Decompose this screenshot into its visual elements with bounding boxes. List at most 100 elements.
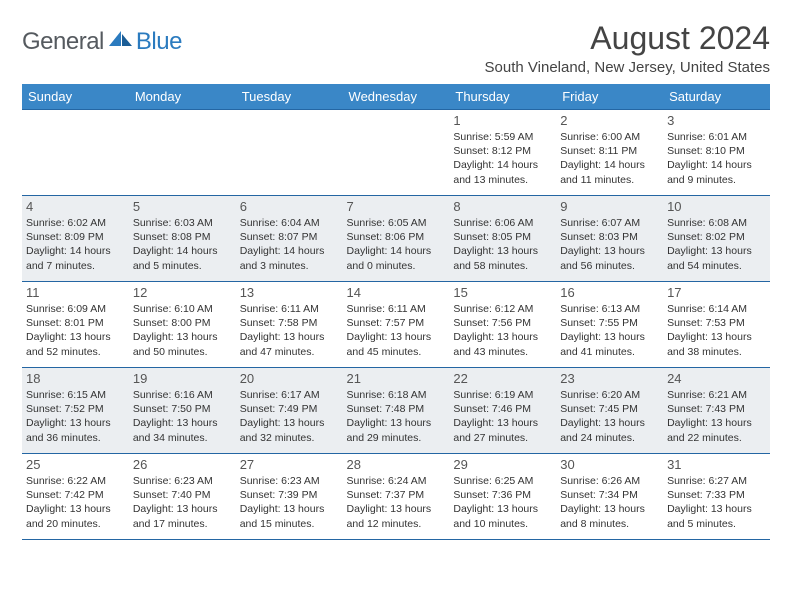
location-text: South Vineland, New Jersey, United State… [485,59,770,76]
day-number: 11 [26,285,125,300]
day-number: 15 [453,285,552,300]
calendar-day-cell: 6 Sunrise: 6:04 AMSunset: 8:07 PMDaylight… [236,196,343,282]
calendar-day-cell: 4 Sunrise: 6:02 AMSunset: 8:09 PMDaylight… [22,196,129,282]
brand-text-general: General [22,28,104,56]
day-info: Sunrise: 6:15 AMSunset: 7:52 PMDaylight:… [26,388,125,445]
day-number: 1 [453,113,552,128]
day-info: Sunrise: 6:16 AMSunset: 7:50 PMDaylight:… [133,388,232,445]
day-info: Sunrise: 6:10 AMSunset: 8:00 PMDaylight:… [133,302,232,359]
calendar-day-cell: 8 Sunrise: 6:06 AMSunset: 8:05 PMDaylight… [449,196,556,282]
day-number: 21 [347,371,446,386]
title-block: August 2024 South Vineland, New Jersey, … [485,20,770,76]
calendar-day-cell: 27Sunrise: 6:23 AMSunset: 7:39 PMDayligh… [236,454,343,540]
header: General Blue August 2024 South Vineland,… [22,20,770,76]
day-number: 2 [560,113,659,128]
day-number: 17 [667,285,766,300]
calendar-day-cell [22,110,129,196]
calendar-day-cell: 18 Sunrise: 6:15 AMSunset: 7:52 PMDayligh… [22,368,129,454]
day-number: 9 [560,199,659,214]
calendar-day-cell: 12 Sunrise: 6:10 AMSunset: 8:00 PMDayligh… [129,282,236,368]
day-info: Sunrise: 6:26 AMSunset: 7:34 PMDaylight:… [560,474,659,531]
day-info: Sunrise: 6:24 AMSunset: 7:37 PMDaylight:… [347,474,446,531]
day-number: 25 [26,457,125,472]
day-number: 28 [347,457,446,472]
calendar-week-row: 18 Sunrise: 6:15 AMSunset: 7:52 PMDayligh… [22,368,770,454]
calendar-day-cell [343,110,450,196]
day-info: Sunrise: 6:25 AMSunset: 7:36 PMDaylight:… [453,474,552,531]
calendar-day-cell [236,110,343,196]
calendar-day-cell: 1 Sunrise: 5:59 AMSunset: 8:12 PMDaylight… [449,110,556,196]
brand-sail-icon [108,29,134,49]
day-number: 24 [667,371,766,386]
calendar-header-row: SundayMondayTuesdayWednesdayThursdayFrid… [22,84,770,110]
calendar-day-cell: 21 Sunrise: 6:18 AMSunset: 7:48 PMDayligh… [343,368,450,454]
day-number: 12 [133,285,232,300]
day-header: Tuesday [236,84,343,110]
calendar-day-cell: 11Sunrise: 6:09 AMSunset: 8:01 PMDayligh… [22,282,129,368]
calendar-day-cell: 28 Sunrise: 6:24 AMSunset: 7:37 PMDayligh… [343,454,450,540]
day-info: Sunrise: 6:02 AMSunset: 8:09 PMDaylight:… [26,216,125,273]
day-info: Sunrise: 6:14 AMSunset: 7:53 PMDaylight:… [667,302,766,359]
day-number: 10 [667,199,766,214]
day-info: Sunrise: 6:04 AMSunset: 8:07 PMDaylight:… [240,216,339,273]
day-info: Sunrise: 6:20 AMSunset: 7:45 PMDaylight:… [560,388,659,445]
brand-logo: General Blue [22,20,182,56]
day-header: Saturday [663,84,770,110]
day-header: Friday [556,84,663,110]
day-header: Thursday [449,84,556,110]
calendar-day-cell: 14 Sunrise: 6:11 AMSunset: 7:57 PMDayligh… [343,282,450,368]
day-header: Sunday [22,84,129,110]
day-number: 20 [240,371,339,386]
day-info: Sunrise: 6:12 AMSunset: 7:56 PMDaylight:… [453,302,552,359]
day-info: Sunrise: 6:05 AMSunset: 8:06 PMDaylight:… [347,216,446,273]
calendar-table: SundayMondayTuesdayWednesdayThursdayFrid… [22,84,770,540]
day-number: 13 [240,285,339,300]
day-header: Wednesday [343,84,450,110]
calendar-body: 1 Sunrise: 5:59 AMSunset: 8:12 PMDaylight… [22,110,770,540]
calendar-day-cell: 10 Sunrise: 6:08 AMSunset: 8:02 PMDayligh… [663,196,770,282]
day-info: Sunrise: 5:59 AMSunset: 8:12 PMDaylight:… [453,130,552,187]
brand-text-blue: Blue [136,28,182,56]
day-number: 19 [133,371,232,386]
calendar-day-cell: 22Sunrise: 6:19 AMSunset: 7:46 PMDayligh… [449,368,556,454]
calendar-day-cell: 2Sunrise: 6:00 AMSunset: 8:11 PMDaylight… [556,110,663,196]
day-number: 6 [240,199,339,214]
calendar-week-row: 1 Sunrise: 5:59 AMSunset: 8:12 PMDaylight… [22,110,770,196]
month-title: August 2024 [485,20,770,57]
day-number: 18 [26,371,125,386]
day-info: Sunrise: 6:11 AMSunset: 7:57 PMDaylight:… [347,302,446,359]
day-number: 22 [453,371,552,386]
calendar-week-row: 25 Sunrise: 6:22 AMSunset: 7:42 PMDayligh… [22,454,770,540]
day-info: Sunrise: 6:06 AMSunset: 8:05 PMDaylight:… [453,216,552,273]
day-number: 29 [453,457,552,472]
day-info: Sunrise: 6:03 AMSunset: 8:08 PMDaylight:… [133,216,232,273]
day-number: 31 [667,457,766,472]
day-number: 23 [560,371,659,386]
calendar-day-cell: 25 Sunrise: 6:22 AMSunset: 7:42 PMDayligh… [22,454,129,540]
day-number: 14 [347,285,446,300]
day-info: Sunrise: 6:23 AMSunset: 7:39 PMDaylight:… [240,474,339,531]
calendar-week-row: 11Sunrise: 6:09 AMSunset: 8:01 PMDayligh… [22,282,770,368]
day-info: Sunrise: 6:13 AMSunset: 7:55 PMDaylight:… [560,302,659,359]
calendar-day-cell: 19 Sunrise: 6:16 AMSunset: 7:50 PMDayligh… [129,368,236,454]
day-number: 26 [133,457,232,472]
calendar-day-cell: 13 Sunrise: 6:11 AMSunset: 7:58 PMDayligh… [236,282,343,368]
calendar-day-cell: 3 Sunrise: 6:01 AMSunset: 8:10 PMDaylight… [663,110,770,196]
calendar-day-cell: 15 Sunrise: 6:12 AMSunset: 7:56 PMDayligh… [449,282,556,368]
day-info: Sunrise: 6:18 AMSunset: 7:48 PMDaylight:… [347,388,446,445]
calendar-day-cell: 5 Sunrise: 6:03 AMSunset: 8:08 PMDaylight… [129,196,236,282]
day-number: 8 [453,199,552,214]
day-info: Sunrise: 6:01 AMSunset: 8:10 PMDaylight:… [667,130,766,187]
day-number: 3 [667,113,766,128]
day-info: Sunrise: 6:08 AMSunset: 8:02 PMDaylight:… [667,216,766,273]
day-number: 4 [26,199,125,214]
day-info: Sunrise: 6:22 AMSunset: 7:42 PMDaylight:… [26,474,125,531]
day-number: 30 [560,457,659,472]
day-number: 7 [347,199,446,214]
calendar-day-cell [129,110,236,196]
day-info: Sunrise: 6:11 AMSunset: 7:58 PMDaylight:… [240,302,339,359]
day-number: 5 [133,199,232,214]
day-info: Sunrise: 6:27 AMSunset: 7:33 PMDaylight:… [667,474,766,531]
calendar-day-cell: 7 Sunrise: 6:05 AMSunset: 8:06 PMDaylight… [343,196,450,282]
calendar-day-cell: 20Sunrise: 6:17 AMSunset: 7:49 PMDayligh… [236,368,343,454]
